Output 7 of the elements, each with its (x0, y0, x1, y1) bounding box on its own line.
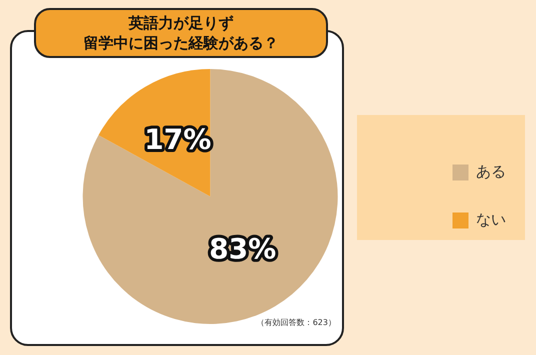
chart-subtitle: 留学中に困った経験がある？ (82, 33, 280, 53)
chart-title: 英語力が足りず (127, 13, 234, 33)
data-label: 17% (144, 122, 212, 156)
legend-label: ある (476, 162, 506, 180)
text: （有効回答数：623） (254, 316, 338, 329)
legend-label: ない (476, 210, 506, 228)
data-label: 83% (209, 232, 276, 266)
